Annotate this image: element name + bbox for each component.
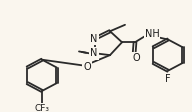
- Text: CF₃: CF₃: [35, 104, 50, 112]
- Text: N: N: [90, 49, 98, 59]
- Text: N: N: [90, 34, 98, 44]
- Text: O: O: [132, 53, 140, 63]
- Text: O: O: [83, 62, 91, 72]
- Text: N: N: [90, 48, 98, 58]
- Text: NH: NH: [145, 29, 159, 39]
- Text: F: F: [165, 74, 171, 84]
- Text: N: N: [90, 33, 98, 43]
